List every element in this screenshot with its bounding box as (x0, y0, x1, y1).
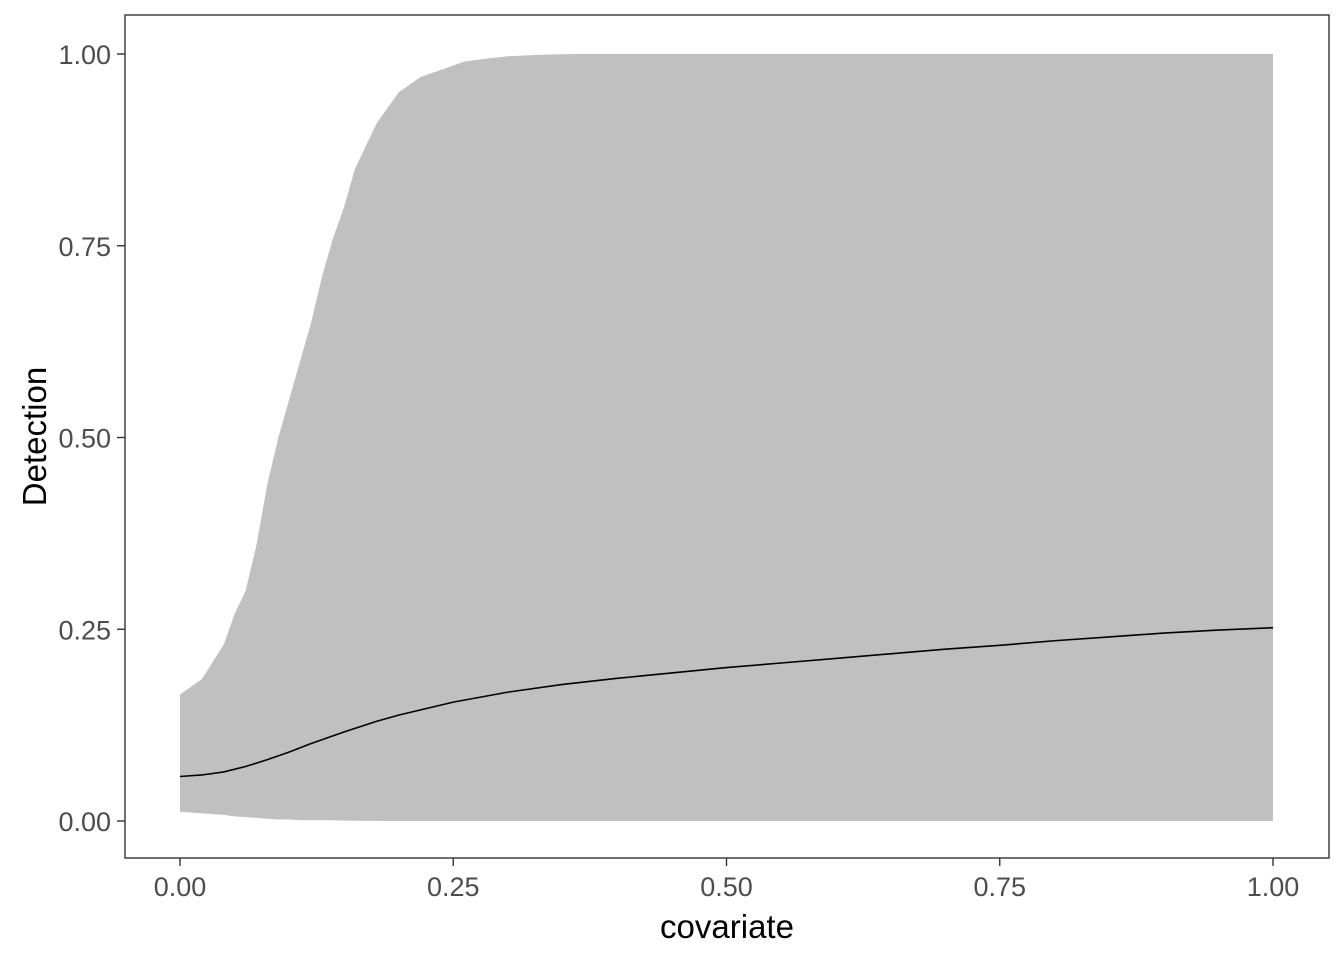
confidence-band-layer (180, 54, 1273, 821)
x-axis-title: covariate (660, 908, 794, 945)
x-tick-label: 0.25 (427, 872, 480, 902)
x-axis: 0.00 0.25 0.50 0.75 1.00 (154, 858, 1300, 902)
x-tick-label: 0.50 (700, 872, 753, 902)
y-tick-label: 0.00 (58, 807, 111, 837)
y-tick-label: 0.75 (58, 232, 111, 262)
x-tick-label: 1.00 (1247, 872, 1300, 902)
y-tick-label: 1.00 (58, 40, 111, 70)
y-tick-label: 0.50 (58, 424, 111, 454)
x-tick-label: 0.75 (973, 872, 1026, 902)
y-axis-title: Detection (16, 367, 53, 506)
y-axis: 0.00 0.25 0.50 0.75 1.00 (58, 40, 125, 837)
x-tick-label: 0.00 (154, 872, 207, 902)
y-tick-label: 0.25 (58, 615, 111, 645)
fitted-line-layer (179, 626, 1274, 778)
confidence-band (180, 54, 1273, 821)
fitted-line (179, 626, 1274, 778)
